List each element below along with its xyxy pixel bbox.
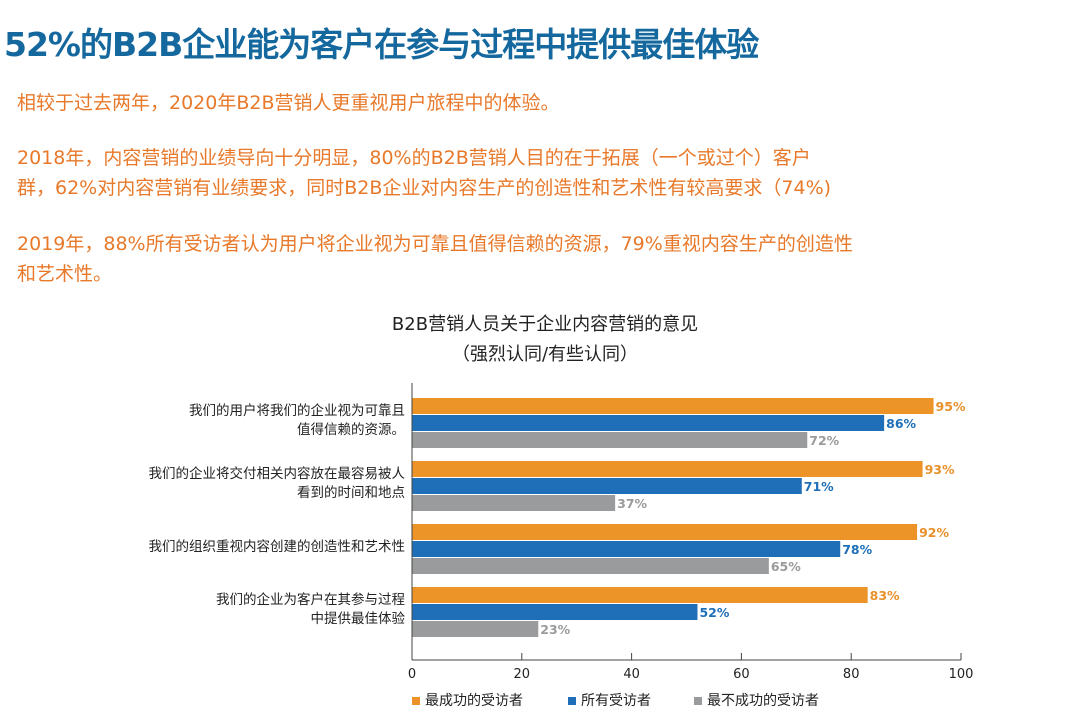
data-label: 71% — [804, 479, 834, 494]
category-label: 我们的用户将我们的企业视为可靠且值得信赖的资源。 — [189, 402, 405, 440]
category-label-line: 看到的时间和地点 — [297, 485, 405, 501]
category-label-line: 中提供最佳体验 — [310, 611, 406, 627]
legend-label: 最不成功的受访者 — [707, 693, 819, 709]
bar — [412, 558, 769, 574]
x-tick-label: 80 — [843, 667, 860, 682]
bar — [412, 495, 616, 511]
bar — [412, 604, 698, 620]
chart-subtitle: （强烈认同/有些认同） — [451, 344, 639, 365]
x-tick-label: 20 — [514, 667, 531, 682]
x-tick-label: 40 — [623, 667, 640, 682]
category-label-line: 我们的企业为客户在其参与过程 — [216, 592, 405, 608]
data-label: 78% — [842, 542, 872, 557]
bar — [412, 478, 802, 494]
bar — [412, 524, 918, 540]
data-label: 23% — [540, 622, 570, 637]
page-title: 52%的B2B企业能为客户在参与过程中提供最佳体验 — [4, 25, 759, 64]
category-label: 我们的组织重视内容创建的创造性和艺术性 — [149, 538, 406, 557]
legend-item: 所有受访者 — [568, 690, 651, 710]
bar — [412, 415, 885, 431]
data-label: 83% — [870, 588, 900, 603]
bar — [412, 587, 868, 603]
bar — [412, 398, 934, 414]
paragraph-1: 相较于过去两年，2020年B2B营销人更重视用户旅程中的体验。 — [17, 88, 560, 118]
bar — [412, 432, 808, 448]
category-label-line: 值得信赖的资源。 — [297, 422, 405, 438]
paragraph-line: 相较于过去两年，2020年B2B营销人更重视用户旅程中的体验。 — [17, 92, 560, 114]
chart-title: B2B营销人员关于企业内容营销的意见 — [391, 314, 699, 335]
legend-label: 所有受访者 — [581, 693, 651, 709]
data-label: 93% — [925, 462, 955, 477]
legend-swatch — [694, 697, 702, 705]
data-label: 86% — [886, 416, 916, 431]
category-label: 我们的企业将交付相关内容放在最容易被人看到的时间和地点 — [149, 465, 406, 503]
data-label: 52% — [699, 605, 729, 620]
legend-swatch — [412, 697, 420, 705]
data-label: 95% — [936, 399, 966, 414]
bar — [412, 461, 923, 477]
paragraph-line: 群，62%对内容营销有业绩要求，同时B2B企业对内容生产的创造性和艺术性有较高要… — [17, 177, 832, 199]
paragraph-line: 和艺术性。 — [17, 263, 113, 285]
category-label-line: 我们的用户将我们的企业视为可靠且 — [189, 403, 405, 419]
x-tick-label: 100 — [949, 667, 974, 682]
x-tick-label: 0 — [408, 667, 416, 682]
data-label: 37% — [617, 496, 647, 511]
legend-item: 最成功的受访者 — [412, 690, 523, 710]
legend-swatch — [568, 697, 576, 705]
data-label: 65% — [771, 559, 801, 574]
category-label-line: 我们的组织重视内容创建的创造性和艺术性 — [148, 538, 406, 555]
x-tick-label: 60 — [733, 667, 750, 682]
bar — [412, 541, 841, 557]
paragraph-line: 2018年，内容营销的业绩导向十分明显，80%的B2B营销人目的在于拓展（一个或… — [17, 147, 811, 169]
data-label: 92% — [919, 525, 949, 540]
paragraph-2: 2018年，内容营销的业绩导向十分明显，80%的B2B营销人目的在于拓展（一个或… — [17, 143, 831, 203]
legend-label: 最成功的受访者 — [425, 693, 523, 709]
bar — [412, 621, 539, 637]
category-label: 我们的企业为客户在其参与过程中提供最佳体验 — [216, 591, 405, 629]
paragraph-3: 2019年，88%所有受访者认为用户将企业视为可靠且值得信赖的资源，79%重视内… — [17, 229, 853, 289]
legend-item: 最不成功的受访者 — [694, 690, 819, 710]
paragraph-line: 2019年，88%所有受访者认为用户将企业视为可靠且值得信赖的资源，79%重视内… — [17, 233, 853, 255]
data-label: 72% — [809, 433, 839, 448]
category-label-line: 我们的企业将交付相关内容放在最容易被人 — [148, 466, 406, 482]
